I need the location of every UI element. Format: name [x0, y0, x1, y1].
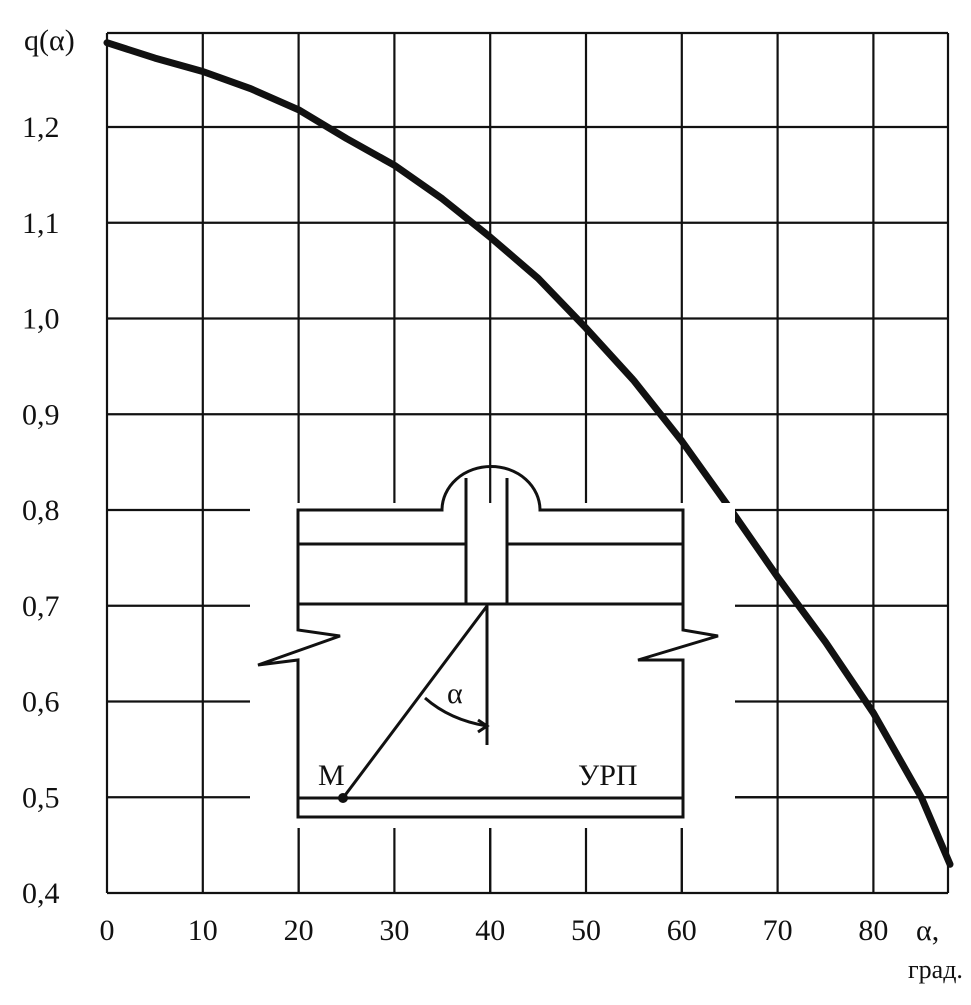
x-tick-label: 0 [100, 914, 115, 947]
y-tick-label: 1,1 [22, 207, 60, 240]
x-tick-label: 70 [763, 914, 793, 947]
angle-arc [424, 696, 488, 728]
x-tick-label: 30 [379, 914, 409, 947]
ray-to-point [341, 605, 489, 799]
series-layer [103, 39, 954, 868]
x-axis-title: α, [916, 914, 939, 947]
inset-label-m: M [318, 759, 345, 792]
inset-background [250, 503, 735, 828]
x-tick-label: 50 [571, 914, 601, 947]
y-tick-label: 0,5 [22, 781, 60, 814]
y-tick-label: 0,8 [22, 494, 60, 527]
inset-diagram: Mα УРП [250, 465, 948, 893]
inset-outline [257, 465, 719, 819]
point-m [338, 793, 348, 803]
y-tick-label: 0,9 [22, 398, 60, 431]
x-tick-label: 40 [475, 914, 505, 947]
y-tick-label: 0,4 [22, 877, 60, 910]
x-tick-label: 20 [284, 914, 314, 947]
tick-labels: 0,4 0,5 0,6 0,7 0,8 0,9 1,0 1,1 1,2 q(α) 0 10 20 30 40… [22, 24, 963, 984]
y-axis-title: q(α) [24, 24, 75, 57]
x-axis-unit: град. [908, 955, 963, 984]
x-tick-label: 10 [188, 914, 218, 947]
inset-label-plane: УРП [578, 759, 638, 792]
y-tick-label: 1,0 [22, 303, 60, 336]
q-alpha-curve [103, 39, 954, 868]
x-tick-label: 80 [858, 914, 888, 947]
y-tick-label: 1,2 [22, 111, 60, 144]
y-tick-label: 0,7 [22, 590, 60, 623]
y-tick-label: 0,6 [22, 686, 60, 719]
inset-label-alpha: α [447, 677, 463, 710]
angle-arrow [477, 718, 490, 734]
x-tick-label: 60 [667, 914, 697, 947]
